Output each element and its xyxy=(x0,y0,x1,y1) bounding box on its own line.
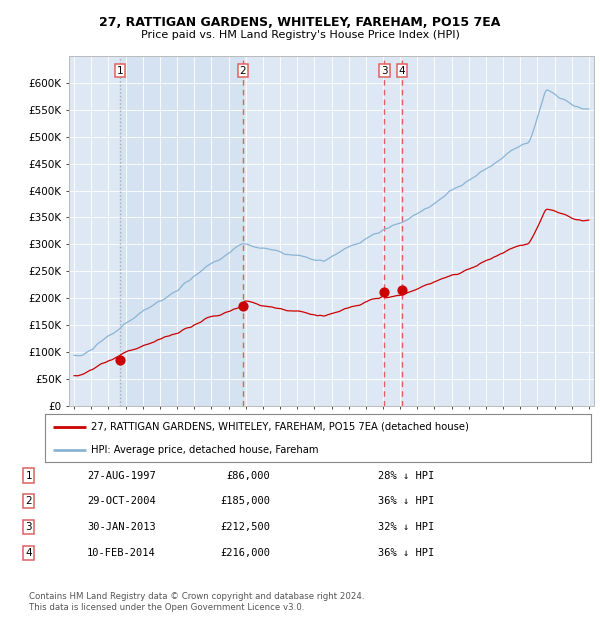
Text: 32% ↓ HPI: 32% ↓ HPI xyxy=(378,522,434,532)
Point xyxy=(380,286,389,296)
Text: 2: 2 xyxy=(239,66,246,76)
Text: 27, RATTIGAN GARDENS, WHITELEY, FAREHAM, PO15 7EA: 27, RATTIGAN GARDENS, WHITELEY, FAREHAM,… xyxy=(100,17,500,29)
Text: 1: 1 xyxy=(116,66,123,76)
Bar xyxy=(120,56,243,406)
Text: 4: 4 xyxy=(399,66,406,76)
Text: 29-OCT-2004: 29-OCT-2004 xyxy=(87,496,156,506)
Text: 27-AUG-1997: 27-AUG-1997 xyxy=(87,471,156,480)
Point xyxy=(238,301,248,311)
Text: 1: 1 xyxy=(25,471,32,480)
Text: 2: 2 xyxy=(25,496,32,506)
Text: £216,000: £216,000 xyxy=(220,548,270,558)
Text: 10-FEB-2014: 10-FEB-2014 xyxy=(87,548,156,558)
Text: 3: 3 xyxy=(25,522,32,532)
Text: 28% ↓ HPI: 28% ↓ HPI xyxy=(378,471,434,480)
Text: This data is licensed under the Open Government Licence v3.0.: This data is licensed under the Open Gov… xyxy=(29,603,304,612)
Point xyxy=(397,285,407,294)
Text: Contains HM Land Registry data © Crown copyright and database right 2024.: Contains HM Land Registry data © Crown c… xyxy=(29,592,364,601)
Text: 4: 4 xyxy=(25,548,32,558)
Text: 36% ↓ HPI: 36% ↓ HPI xyxy=(378,496,434,506)
Text: 27, RATTIGAN GARDENS, WHITELEY, FAREHAM, PO15 7EA (detached house): 27, RATTIGAN GARDENS, WHITELEY, FAREHAM,… xyxy=(91,422,469,432)
Text: £86,000: £86,000 xyxy=(226,471,270,480)
Text: 30-JAN-2013: 30-JAN-2013 xyxy=(87,522,156,532)
Point xyxy=(115,355,125,365)
Text: HPI: Average price, detached house, Fareham: HPI: Average price, detached house, Fare… xyxy=(91,445,319,455)
Text: Price paid vs. HM Land Registry's House Price Index (HPI): Price paid vs. HM Land Registry's House … xyxy=(140,30,460,40)
Text: £185,000: £185,000 xyxy=(220,496,270,506)
Text: 3: 3 xyxy=(381,66,388,76)
Text: £212,500: £212,500 xyxy=(220,522,270,532)
Text: 36% ↓ HPI: 36% ↓ HPI xyxy=(378,548,434,558)
